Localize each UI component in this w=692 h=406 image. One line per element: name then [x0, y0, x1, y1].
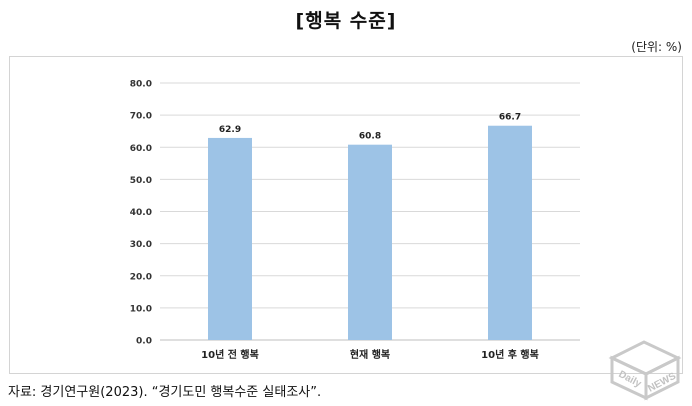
chart-area: 0.0 10.0 20.0 30.0 40.0 50.0 60.0 70.0 80.0 62.9 1…	[9, 56, 683, 374]
y-tick-label: 70.0	[130, 112, 152, 122]
x-category-label: 현재 행복	[350, 348, 390, 361]
y-tick-label: 10.0	[130, 304, 152, 314]
bar-value-label: 62.9	[219, 125, 241, 135]
y-tick-label: 50.0	[130, 176, 152, 186]
bar	[488, 125, 532, 340]
y-tick-label: 30.0	[130, 240, 152, 250]
y-tick-label: 0.0	[136, 337, 152, 347]
y-tick-label: 60.0	[130, 144, 152, 154]
y-tick-label: 80.0	[130, 80, 152, 90]
chart-title: [행복 수준]	[295, 10, 397, 32]
bar-value-label: 60.8	[359, 132, 381, 142]
x-category-label: 10년 전 행복	[201, 348, 259, 361]
x-category-label: 10년 후 행복	[481, 348, 539, 361]
y-tick-label: 20.0	[130, 272, 152, 282]
source-note: 자료: 경기연구원(2023). “경기도민 행복수준 실태조사”.	[8, 385, 322, 400]
bar	[348, 144, 392, 340]
bar-value-label: 66.7	[499, 113, 521, 123]
daily-news-watermark-logo: Daily NEWS	[608, 340, 682, 401]
bar	[208, 137, 252, 340]
bar-chart: 0.0 10.0 20.0 30.0 40.0 50.0 60.0 70.0 80.0 62.9 1…	[130, 80, 580, 361]
y-tick-label: 40.0	[130, 208, 152, 218]
unit-label: (단위: %)	[631, 40, 682, 54]
